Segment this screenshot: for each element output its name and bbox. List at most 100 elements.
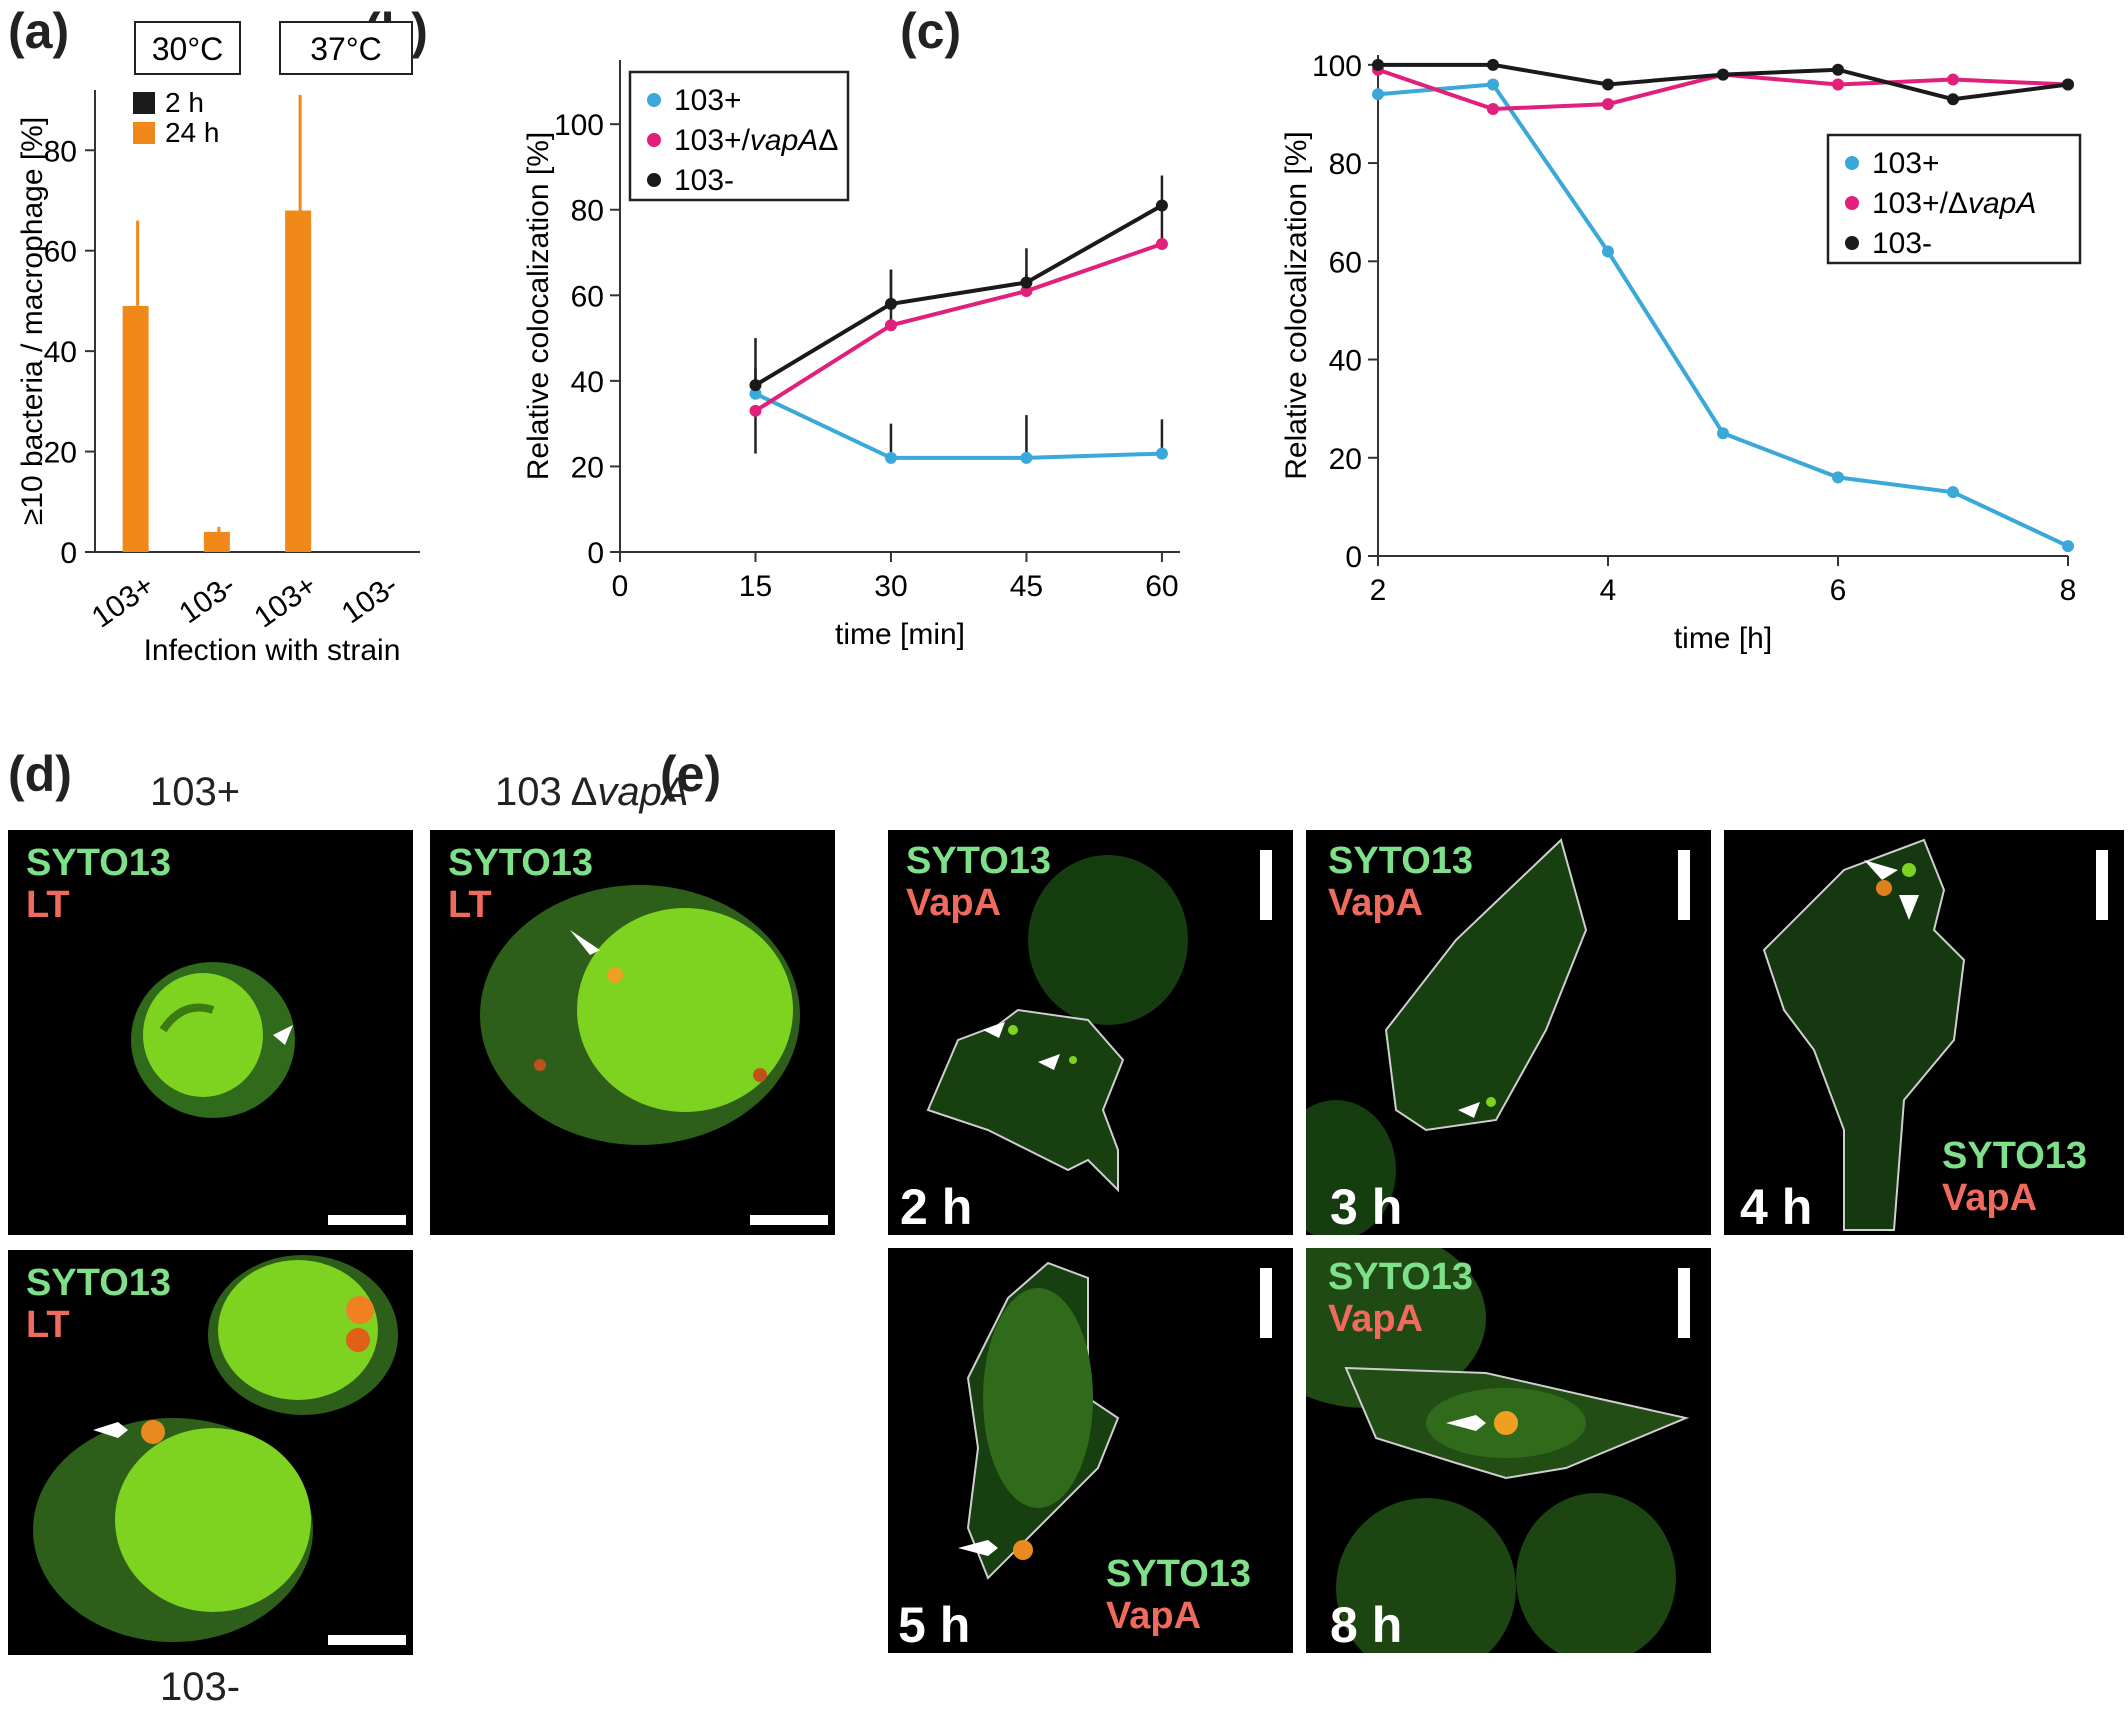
- time-label-4h: 4 h: [1740, 1179, 1813, 1235]
- cell-image: [480, 885, 800, 1145]
- x-tick-label: 8: [2060, 574, 2077, 607]
- data-point: [1602, 78, 1614, 91]
- data-point: [1155, 237, 1168, 250]
- data-point: [2062, 540, 2074, 553]
- data-point: [1155, 199, 1168, 212]
- scale-bar: [1260, 1268, 1272, 1338]
- y-tick-label: 20: [44, 437, 77, 470]
- y-tick-label: 80: [44, 135, 77, 168]
- y-tick-label: 20: [1329, 443, 1362, 476]
- x-tick-label: 60: [1145, 570, 1178, 603]
- data-point: [1372, 88, 1384, 101]
- scale-bar: [1260, 850, 1272, 920]
- scale-bar: [2096, 850, 2108, 920]
- time-label-8h: 8 h: [1330, 1597, 1403, 1653]
- y-axis-label: Relative colocalization [%]: [522, 132, 555, 481]
- micrograph-e-5h: SYTO13 VapA 5 h: [888, 1248, 1293, 1653]
- x-tick-label: 30: [874, 570, 907, 603]
- legend-label: 103-: [674, 164, 734, 197]
- data-point: [884, 319, 897, 332]
- scale-bar: [1678, 1268, 1690, 1338]
- data-point: [1155, 447, 1168, 460]
- data-point: [1372, 58, 1384, 71]
- time-label-3h: 3 h: [1330, 1179, 1403, 1235]
- data-point: [1020, 451, 1033, 464]
- temperature-label: 37°C: [310, 31, 382, 67]
- data-point: [1487, 103, 1499, 116]
- temperature-box: [279, 21, 413, 75]
- data-point: [749, 404, 762, 417]
- legend-marker: [647, 173, 661, 187]
- scale-bar: [328, 1215, 406, 1225]
- data-point: [1717, 427, 1729, 440]
- data-point: [749, 387, 762, 400]
- y-tick-label: 80: [571, 195, 604, 228]
- legend-marker: [647, 133, 661, 147]
- x-tick-label: 0: [612, 570, 629, 603]
- time-label-2h: 2 h: [900, 1179, 973, 1235]
- legend-label: 103-: [1872, 227, 1932, 260]
- scale-bar: [328, 1635, 406, 1645]
- x-tick-label: 2: [1370, 574, 1387, 607]
- x-tick-label: 6: [1830, 574, 1847, 607]
- data-point: [1832, 471, 1844, 484]
- series-line: [754, 391, 1162, 460]
- x-tick-label: 103+: [248, 569, 322, 635]
- bar: [122, 305, 149, 552]
- legend-swatch: [133, 122, 155, 144]
- data-point: [1602, 245, 1614, 258]
- data-point: [1602, 98, 1614, 111]
- y-tick-label: 20: [571, 451, 604, 484]
- chart-c-line-chart: 0 20 40 60 80 100 2 4 6 8 time [h] Relative colocal…: [1280, 50, 2082, 655]
- panel-letter-c: (c): [900, 3, 962, 59]
- data-point: [1487, 58, 1499, 71]
- data-point: [1947, 73, 1959, 86]
- data-point: [1832, 78, 1844, 91]
- cell-image: [131, 962, 295, 1118]
- data-point: [1020, 276, 1033, 289]
- temperature-box: [134, 21, 241, 75]
- cell-image: [926, 855, 1188, 1193]
- legend-label: 103+/ΔvapA: [1872, 187, 2036, 220]
- y-tick-label: 100: [1312, 50, 1362, 83]
- legend-label: 103+/vapAΔ: [674, 124, 838, 157]
- scale-bar: [1678, 850, 1690, 920]
- chart-b-line-chart: 0 20 40 60 80 100 0 15 30 45 60 time [min] Relative …: [522, 60, 1180, 651]
- micrograph-e-2h: SYTO13 VapA 2 h: [888, 830, 1293, 1235]
- y-axis-label: Relative colocalization [%]: [1280, 131, 1313, 480]
- y-tick-label: 80: [1329, 148, 1362, 181]
- data-point: [2062, 78, 2074, 91]
- legend-label: 103+: [1872, 147, 1940, 180]
- micrograph-e-8h: SYTO13 VapA 8 h: [1306, 1248, 1711, 1653]
- y-tick-label: 0: [60, 537, 77, 570]
- bar: [203, 531, 230, 552]
- micrograph-e-4h: SYTO13 VapA 4 h: [1724, 830, 2124, 1235]
- x-tick-label: 4: [1600, 574, 1617, 607]
- scale-bar: [750, 1215, 828, 1225]
- data-point: [1717, 68, 1729, 81]
- x-tick-label: 45: [1010, 570, 1043, 603]
- series-line: [754, 242, 1163, 413]
- micrograph-d-delta-vapA: SYTO13 LT: [430, 830, 835, 1235]
- y-tick-label: 40: [44, 336, 77, 369]
- panel-letter-d: (d): [8, 746, 72, 802]
- cell-image: [33, 1255, 398, 1642]
- panel-letter-e: (e): [660, 746, 722, 802]
- bar: [285, 210, 312, 553]
- legend-label: 24 h: [165, 117, 220, 148]
- data-point: [884, 297, 897, 310]
- x-tick-label: 103+: [86, 569, 160, 635]
- y-tick-label: 60: [571, 280, 604, 313]
- x-tick-label: 103-: [336, 569, 404, 630]
- y-tick-label: 60: [1329, 246, 1362, 279]
- data-point: [1947, 486, 1959, 499]
- x-tick-label: 15: [739, 570, 772, 603]
- data-point: [1832, 63, 1844, 76]
- temperature-label: 30°C: [152, 31, 224, 67]
- micrograph-d-103plus: SYTO13 LT: [8, 830, 413, 1235]
- x-tick-label: 103-: [173, 569, 241, 630]
- x-axis-label: time [min]: [835, 618, 965, 651]
- legend-marker: [1845, 196, 1859, 210]
- data-point: [749, 379, 762, 392]
